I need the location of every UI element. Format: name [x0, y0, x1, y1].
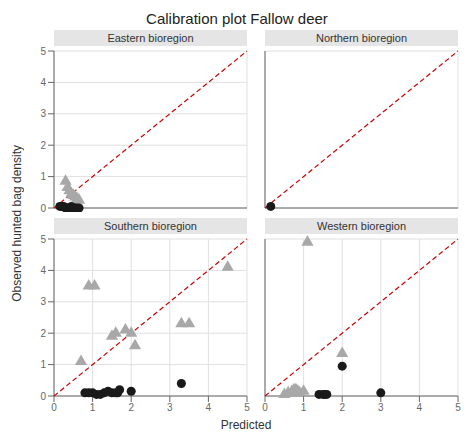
svg-text:1: 1 [40, 359, 46, 370]
svg-text:5: 5 [244, 402, 250, 413]
html-text:Calibration plot Fallow deer: Calibration plot Fallow deer [146, 10, 328, 27]
svg-text:5: 5 [40, 46, 46, 57]
svg-text:5: 5 [40, 234, 46, 245]
svg-text:0: 0 [262, 402, 268, 413]
svg-text:3: 3 [167, 402, 173, 413]
svg-text:0: 0 [40, 203, 46, 212]
svg-text:1: 1 [90, 402, 96, 413]
svg-text:2: 2 [40, 140, 46, 151]
svg-text:4: 4 [206, 402, 212, 413]
svg-text:4: 4 [40, 77, 46, 88]
html-text:Northern bioregion: Northern bioregion [315, 32, 408, 44]
svg-text:2: 2 [128, 402, 134, 413]
svg-text:0: 0 [51, 402, 57, 413]
svg-text:2: 2 [339, 402, 345, 413]
html-text:Southern bioregion: Southern bioregion [104, 220, 197, 232]
svg-text:4: 4 [40, 265, 46, 276]
html-text:Eastern bioregion: Eastern bioregion [107, 32, 194, 44]
svg-text:5: 5 [455, 402, 461, 413]
svg-text:3: 3 [378, 402, 384, 413]
html-text:Predicted: Predicted [220, 418, 272, 432]
svg-text:0: 0 [40, 391, 46, 402]
svg-text:1: 1 [301, 402, 307, 413]
svg-text:2: 2 [40, 328, 46, 339]
svg-text:1: 1 [40, 171, 46, 182]
html-text:Observed hunted bag density: Observed hunted bag density [10, 144, 24, 302]
svg-text:3: 3 [40, 296, 46, 307]
svg-text:3: 3 [40, 108, 46, 119]
html-text:Western bioregion: Western bioregion [317, 220, 406, 232]
svg-text:4: 4 [417, 402, 423, 413]
